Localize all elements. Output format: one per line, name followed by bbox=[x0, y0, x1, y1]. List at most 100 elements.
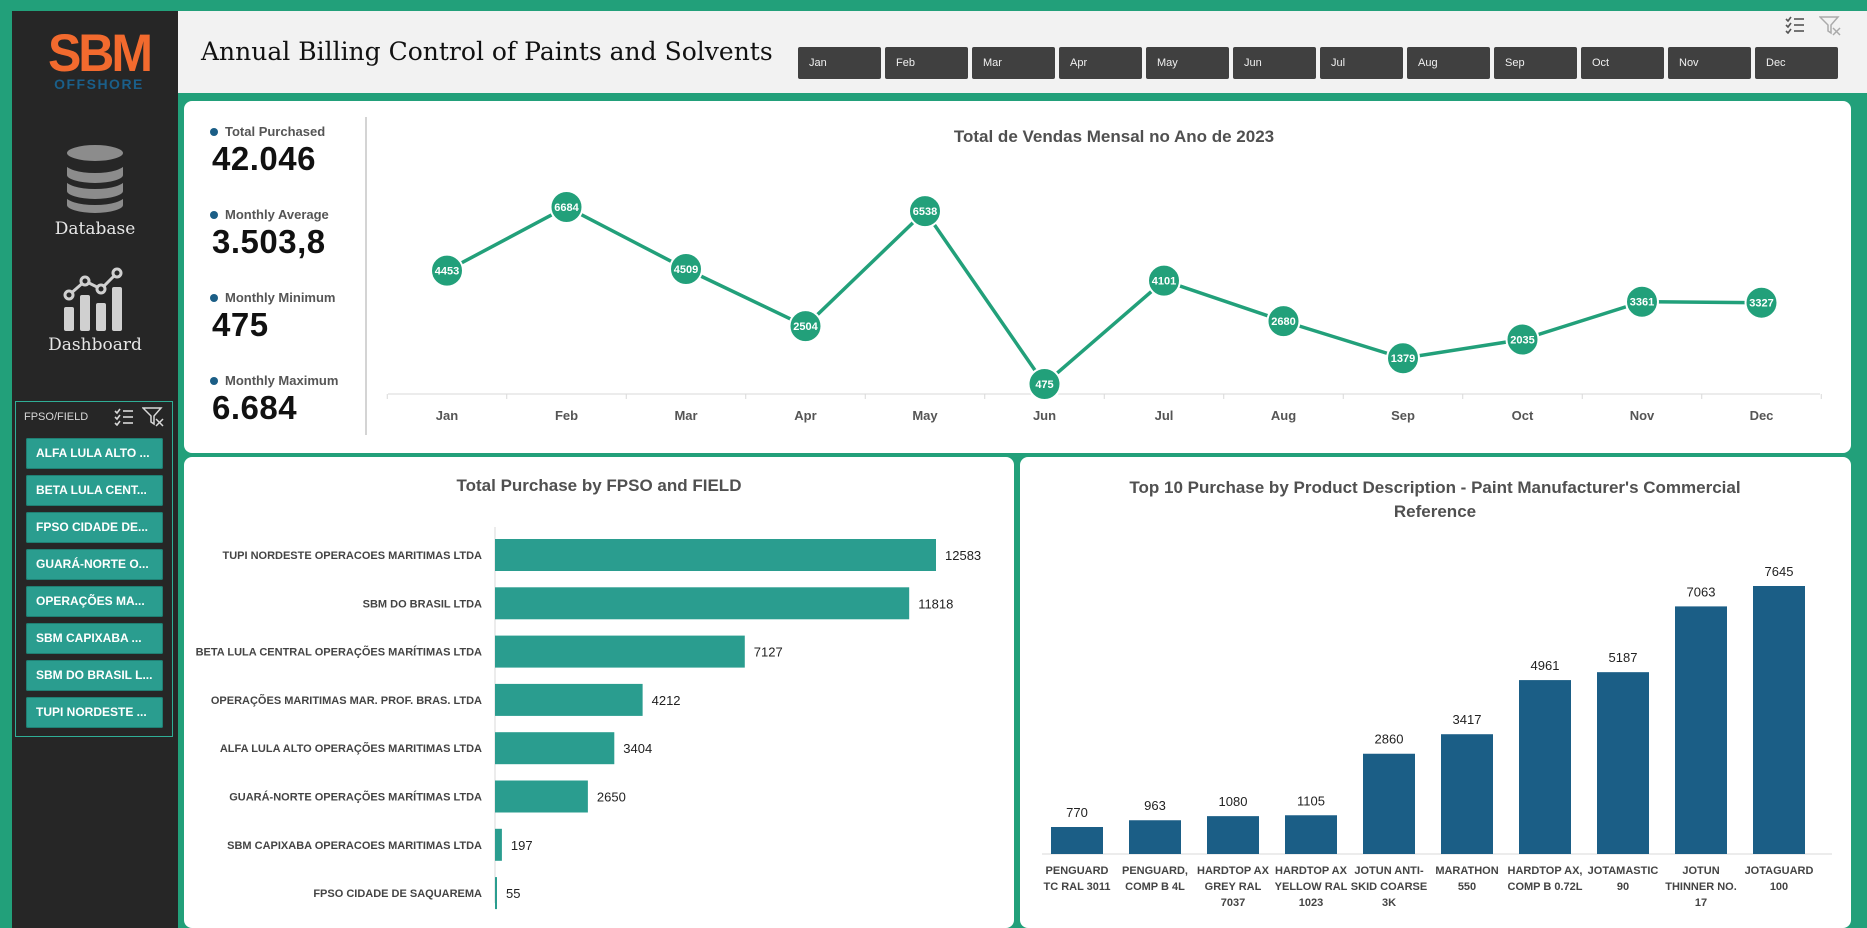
data-label: 2035 bbox=[1510, 335, 1534, 347]
data-point bbox=[1625, 284, 1659, 319]
kpi-monthly-maximum: Monthly Maximum 6.684 bbox=[210, 373, 338, 427]
top10-bar-card: Top 10 Purchase by Product Description -… bbox=[1020, 457, 1851, 928]
logo-bottom-text: OFFSHORE bbox=[54, 76, 144, 92]
bar bbox=[1519, 680, 1571, 854]
category-label: BETA LULA CENTRAL OPERAÇÕES MARÍTIMAS LT… bbox=[196, 646, 482, 659]
nav-database-label: Database bbox=[54, 219, 136, 239]
data-label: 1379 bbox=[1391, 353, 1415, 365]
data-label: 4101 bbox=[1152, 276, 1176, 288]
sbm-offshore-logo: SBM OFFSHORE bbox=[46, 27, 153, 97]
month-button-nov[interactable]: Nov bbox=[1668, 47, 1751, 79]
header-icons bbox=[1771, 16, 1841, 41]
x-tick-label: Mar bbox=[674, 408, 697, 423]
slicer-item-fpso-cidade[interactable]: FPSO CIDADE DE... bbox=[26, 512, 163, 543]
data-label: 4453 bbox=[435, 266, 459, 278]
data-label: 4212 bbox=[652, 693, 681, 708]
top10-vbar-chart: 770 PENGUARD TC RAL 3011 963 PENGUARD, COMP B… bbox=[1042, 564, 1832, 909]
month-button-mar[interactable]: Mar bbox=[972, 47, 1055, 79]
data-label: 3404 bbox=[623, 741, 652, 756]
x-tick-label: Jun bbox=[1033, 408, 1056, 423]
category-label: OPERAÇÕES MARITIMAS MAR. PROF. BRAS. LTD… bbox=[211, 694, 482, 707]
data-label: 197 bbox=[511, 838, 533, 853]
month-button-aug[interactable]: Aug bbox=[1407, 47, 1490, 79]
top10-chart-title: Top 10 Purchase by Product Description -… bbox=[1129, 478, 1741, 521]
month-button-jun[interactable]: Jun bbox=[1233, 47, 1316, 79]
bar bbox=[1051, 827, 1103, 854]
month-multi-select-icon[interactable] bbox=[1785, 16, 1805, 41]
data-point bbox=[669, 252, 703, 287]
x-tick-label: Apr bbox=[794, 408, 816, 423]
data-label: 770 bbox=[1066, 805, 1088, 820]
x-tick-label: Jan bbox=[436, 408, 458, 423]
x-tick-label: Aug bbox=[1271, 408, 1296, 423]
month-button-dec[interactable]: Dec bbox=[1755, 47, 1838, 79]
monthly-sales-line-chart: 4453 Jan 6684 Feb 4509 Mar 2504 Apr 6538 May 475 Ju… bbox=[386, 190, 1822, 423]
slicer-item-guara-norte[interactable]: GUARÁ-NORTE O... bbox=[26, 549, 163, 580]
data-label: 11818 bbox=[918, 596, 953, 611]
category-label: ALFA LULA ALTO OPERAÇÕES MARITIMAS LTDA bbox=[220, 742, 482, 755]
bar bbox=[495, 828, 502, 861]
data-label: 2680 bbox=[1271, 316, 1295, 328]
fpso-chart-title: Total Purchase by FPSO and FIELD bbox=[456, 476, 742, 495]
data-label: 2650 bbox=[597, 790, 626, 805]
data-point bbox=[1266, 304, 1301, 339]
month-button-oct[interactable]: Oct bbox=[1581, 47, 1664, 79]
category-label: GUARÁ-NORTE OPERAÇÕES MARÍTIMAS LTDA bbox=[229, 791, 482, 804]
slicer-item-operacoes-maritimas[interactable]: OPERAÇÕES MA... bbox=[26, 586, 163, 617]
bar bbox=[495, 635, 745, 668]
bar bbox=[495, 780, 588, 813]
kpi-monthly-maximum-label: Monthly Maximum bbox=[225, 373, 339, 388]
data-point bbox=[549, 190, 584, 224]
month-clear-filter-icon[interactable] bbox=[1818, 16, 1841, 41]
category-label: PENGUARD, COMP B 4L bbox=[1122, 865, 1188, 893]
data-label: 3327 bbox=[1749, 298, 1773, 310]
bar bbox=[495, 877, 497, 910]
slicer-item-sbm-do-brasil[interactable]: SBM DO BRASIL L... bbox=[26, 660, 163, 691]
month-button-sep[interactable]: Sep bbox=[1494, 47, 1577, 79]
kpi-total-purchased-label: Total Purchased bbox=[225, 124, 326, 139]
data-label: 4961 bbox=[1531, 658, 1560, 673]
slicer-item-beta-lula-central[interactable]: BETA LULA CENT... bbox=[26, 475, 163, 506]
nav-database[interactable]: Database bbox=[12, 141, 178, 239]
slicer-item-sbm-capixaba[interactable]: SBM CAPIXABA ... bbox=[26, 623, 163, 654]
data-label: 1105 bbox=[1297, 793, 1325, 808]
slicer-header: FPSO/FIELD bbox=[16, 402, 172, 432]
month-button-may[interactable]: May bbox=[1146, 47, 1229, 79]
multi-select-icon[interactable] bbox=[114, 408, 134, 426]
fpso-field-slicer: FPSO/FIELD ALFA LULA ALTO ... BETA LULA … bbox=[15, 401, 173, 737]
bar bbox=[495, 587, 910, 620]
data-label: 5187 bbox=[1609, 650, 1638, 665]
x-tick-label: Jul bbox=[1155, 408, 1174, 423]
month-button-jul[interactable]: Jul bbox=[1320, 47, 1403, 79]
series-line bbox=[446, 205, 1762, 387]
month-button-apr[interactable]: Apr bbox=[1059, 47, 1142, 79]
slicer-title: FPSO/FIELD bbox=[24, 411, 89, 423]
bar bbox=[1129, 820, 1181, 854]
bar bbox=[1753, 586, 1805, 854]
category-label: JOTAMASTIC 90 bbox=[1588, 865, 1659, 893]
x-tick-label: Nov bbox=[1630, 408, 1655, 423]
nav-dashboard[interactable]: Dashboard bbox=[12, 265, 178, 355]
slicer-item-alfa-lula-alto[interactable]: ALFA LULA ALTO ... bbox=[26, 438, 163, 469]
month-button-jan[interactable]: Jan bbox=[798, 47, 881, 79]
data-label: 12583 bbox=[945, 548, 981, 563]
category-label: JOTUN THINNER NO. 17 bbox=[1665, 865, 1737, 909]
kpi-total-purchased-value: 42.046 bbox=[212, 140, 316, 177]
bullet-icon bbox=[210, 293, 218, 302]
data-point bbox=[1386, 341, 1420, 376]
bar bbox=[495, 539, 936, 571]
kpi-monthly-average: Monthly Average 3.503,8 bbox=[210, 207, 329, 261]
category-label: HARDTOP AX YELLOW RAL 1023 bbox=[1275, 865, 1348, 909]
data-point bbox=[1505, 322, 1540, 357]
bar bbox=[495, 732, 615, 765]
database-icon bbox=[65, 143, 125, 215]
x-tick-label: Sep bbox=[1391, 408, 1415, 423]
kpi-divider bbox=[365, 117, 367, 435]
slicer-item-tupi-nordeste[interactable]: TUPI NORDESTE ... bbox=[26, 697, 163, 728]
clear-filter-icon[interactable] bbox=[142, 407, 164, 427]
page-title: Annual Billing Control of Paints and Sol… bbox=[201, 37, 773, 66]
data-label: 7127 bbox=[754, 645, 783, 660]
category-label: HARDTOP AX GREY RAL 7037 bbox=[1197, 865, 1270, 909]
data-label: 6538 bbox=[913, 206, 937, 218]
month-button-feb[interactable]: Feb bbox=[885, 47, 968, 79]
